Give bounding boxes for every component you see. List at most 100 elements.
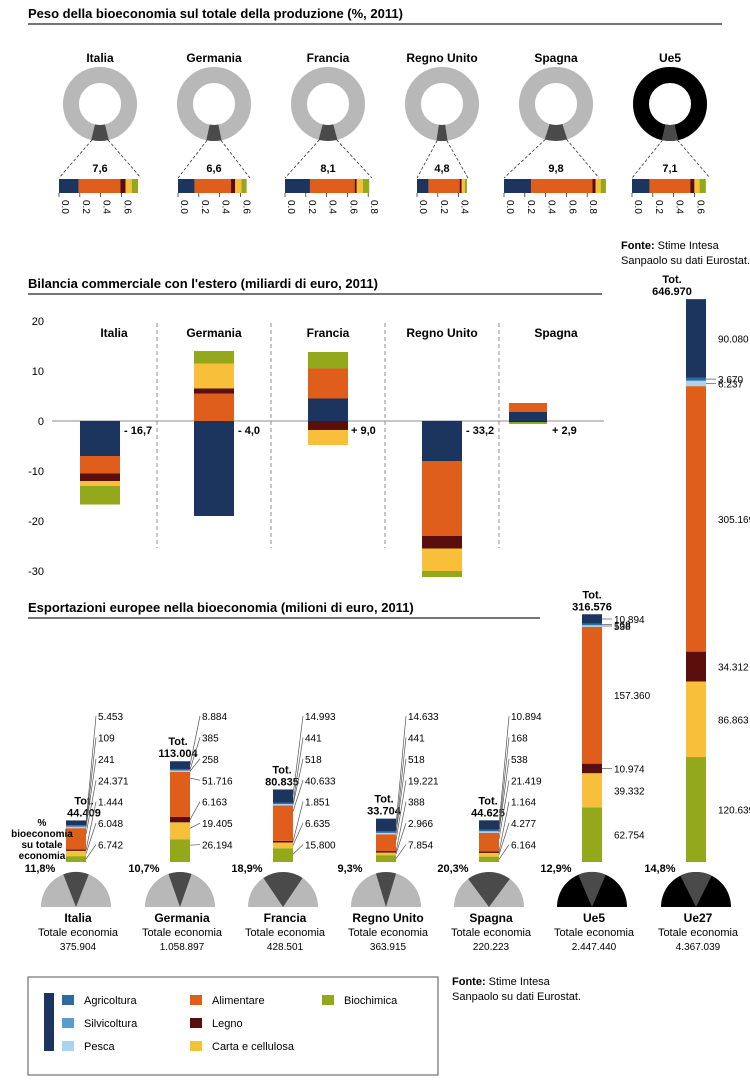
export-value-label: 19.221 — [408, 776, 439, 787]
donut-guide-line — [446, 140, 469, 179]
donut-country-label: Francia — [307, 51, 350, 65]
export-total-prefix: Tot. — [478, 795, 497, 807]
export-leader-line — [498, 780, 510, 839]
export-segment-silvicoltura — [479, 829, 499, 832]
export-leader-line — [292, 715, 304, 796]
export-value-label: 6.163 — [202, 798, 227, 809]
donut-share-label: 4,8 — [434, 163, 449, 175]
economy-gauge-share — [680, 872, 712, 907]
trade-segment-biochimica — [509, 422, 547, 424]
export-value-label: 21.419 — [511, 776, 542, 787]
export-leader-line — [292, 737, 304, 804]
economy-gauge-share — [375, 872, 397, 907]
y-tick-label: 20 — [32, 316, 44, 328]
breakdown-tick-label: 0.6 — [121, 200, 132, 214]
breakdown-bar-legno — [354, 179, 357, 193]
breakdown-bar-biochimica — [363, 179, 370, 193]
trade-segment-carta-e-cellulosa — [194, 363, 234, 389]
source-note-1: Fonte: Stime Intesa — [621, 240, 720, 252]
trade-segment-legno — [194, 388, 234, 394]
section1-title: Peso della bioeconomia sul totale della … — [28, 6, 403, 21]
breakdown-tick-label: 0.0 — [417, 200, 428, 214]
export-segment-legno — [66, 849, 86, 851]
export-value-label: 120.639 — [718, 806, 750, 817]
export-segment-silvicoltura — [686, 377, 706, 381]
trade-segment-alimentare — [422, 461, 462, 536]
donut-guide-line — [284, 139, 320, 179]
breakdown-bar-biochimica — [699, 179, 706, 193]
breakdown-bar-agricoltura — [178, 179, 195, 193]
breakdown-bar-biochimica — [131, 179, 139, 193]
export-leader-line — [189, 822, 201, 829]
export-value-label: 1.164 — [511, 798, 536, 809]
economy-total: 220.223 — [473, 942, 510, 953]
breakdown-tick-label: 0.2 — [306, 200, 317, 214]
export-value-label: 258 — [202, 755, 219, 766]
breakdown-bar-alimentare — [194, 179, 232, 193]
breakdown-tick-label: 0.2 — [199, 200, 210, 214]
breakdown-tick-label: 0.6 — [347, 200, 358, 214]
export-country-label: Regno Unito — [352, 911, 423, 925]
export-segment-biochimica — [376, 855, 396, 862]
donut-guide-line — [631, 139, 663, 179]
export-leader-line — [498, 823, 510, 855]
economy-total: 428.501 — [267, 942, 304, 953]
donut-guide-line — [220, 139, 251, 179]
y-tick-label: 0 — [38, 416, 44, 428]
export-segment-agricoltura — [66, 820, 86, 826]
section2-title: Bilancia commerciale con l'estero (milia… — [28, 276, 378, 291]
export-leader-line — [395, 844, 407, 859]
exports-chart: Tot.44.4095.45310924124.3711.4446.0486.7… — [11, 274, 750, 953]
breakdown-bar-legno — [459, 179, 462, 193]
breakdown-bar-alimentare — [649, 179, 691, 193]
export-country-label: Italia — [64, 911, 92, 925]
export-value-label: 538 — [614, 622, 631, 633]
breakdown-bar-alimentare — [428, 179, 460, 193]
export-segment-alimentare — [273, 805, 293, 841]
breakdown-tick-label: 0.2 — [80, 200, 91, 214]
export-leader-line — [292, 844, 304, 855]
trade-country-label: Italia — [100, 326, 128, 340]
breakdown-tick-label: 0.4 — [220, 200, 231, 214]
export-value-label: 14.993 — [305, 712, 336, 723]
export-segment-alimentare — [582, 626, 602, 764]
legend-item-agricoltura: Agricoltura — [62, 995, 137, 1007]
export-segment-carta-e-cellulosa — [66, 850, 86, 857]
legend-label: Silvicoltura — [84, 1018, 138, 1030]
export-segment-pesca — [582, 625, 602, 627]
breakdown-tick-label: 0.0 — [504, 200, 515, 214]
export-segment-biochimica — [66, 856, 86, 862]
donut-bioeconomy-slice — [436, 124, 448, 141]
breakdown-tick-label: 0.4 — [101, 200, 112, 214]
breakdown-bar-carta-e-cellulosa — [356, 179, 363, 193]
trade-segment-agricoltura — [308, 398, 348, 421]
economy-share-label: 12,9% — [540, 863, 571, 875]
legend-swatch — [62, 1018, 74, 1028]
export-value-label: 6.742 — [98, 841, 123, 852]
export-value-label: 1.851 — [305, 798, 330, 809]
export-value-label: 86.863 — [718, 715, 749, 726]
legend-side-bar — [44, 993, 54, 1051]
export-country-label: Ue5 — [583, 911, 605, 925]
export-total-value: 44.625 — [471, 807, 505, 819]
share-caption-line: economia — [19, 851, 66, 862]
export-value-label: 10.974 — [614, 764, 645, 775]
donut-bioeconomy-slice — [206, 124, 222, 141]
export-leader-line — [498, 844, 510, 860]
export-segment-carta-e-cellulosa — [582, 773, 602, 808]
export-value-label: 1.444 — [98, 798, 123, 809]
economy-label: Totale economia — [554, 927, 635, 939]
export-leader-line — [395, 737, 407, 833]
export-bar-germania: Tot.113.004 8.884 385 258 51.716 6.163 19.405 2… — [128, 712, 233, 953]
export-leader-line — [498, 801, 510, 853]
breakdown-tick-label: 0.2 — [438, 200, 449, 214]
breakdown-bar-carta-e-cellulosa — [125, 179, 132, 193]
breakdown-bar-biochimica — [241, 179, 247, 193]
legend-item-silvicoltura: Silvicoltura — [62, 1018, 138, 1030]
trade-segment-alimentare — [194, 393, 234, 421]
export-segment-alimentare — [686, 386, 706, 652]
economy-label: Totale economia — [451, 927, 532, 939]
donut-share-label: 8,1 — [320, 163, 335, 175]
breakdown-tick-label: 0.8 — [368, 200, 379, 214]
